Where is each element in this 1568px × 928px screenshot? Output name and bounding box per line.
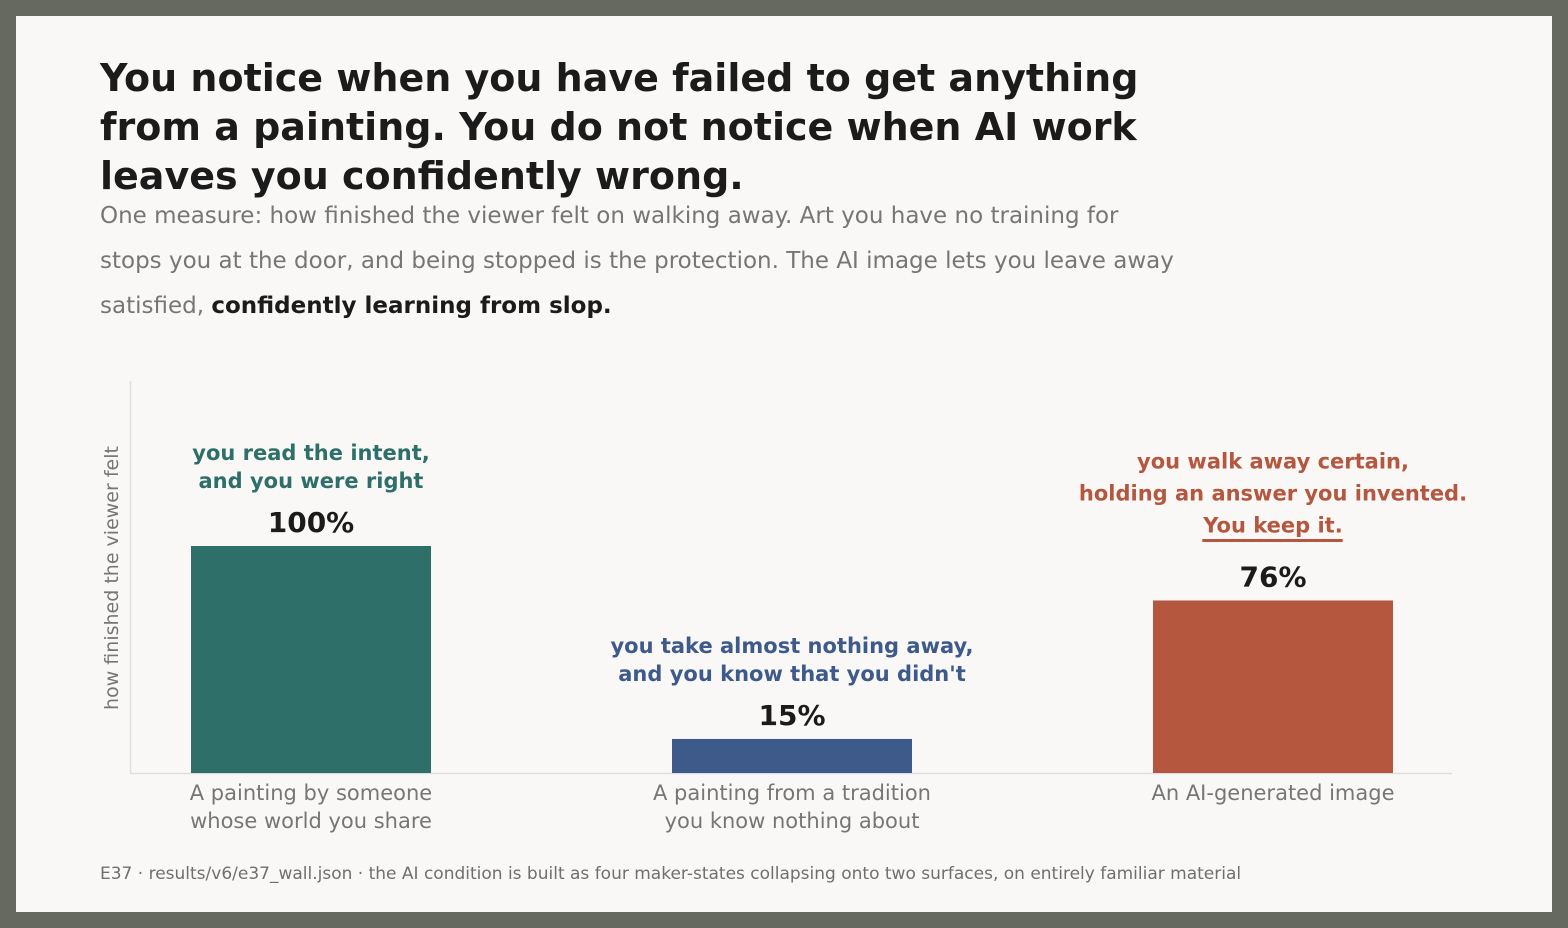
annotation-0-line-1: and you were right — [199, 469, 424, 493]
subtitle-text: One measure: how finished the viewer fel… — [100, 203, 1174, 319]
annotation-0-line-0: you read the intent, — [192, 441, 429, 465]
annotation-2-line-1: holding an answer you invented. — [1079, 481, 1467, 505]
value-label-0: 100% — [268, 506, 355, 539]
subtitle-emphasis: confidently learning from slop. — [211, 293, 612, 319]
bar-0 — [191, 546, 431, 773]
annotation-1-line-0: you take almost nothing away, — [610, 634, 973, 658]
bar-2 — [1153, 600, 1393, 773]
category-label-2-line-0: An AI-generated image — [1151, 781, 1394, 805]
annotation-2-line-2: You keep it. — [1202, 513, 1342, 537]
bar-1 — [672, 738, 912, 773]
footnote: E37 · results/v6/e37_wall.json · the AI … — [100, 864, 1242, 884]
category-label-1-line-0: A painting from a tradition — [653, 781, 931, 805]
bar-group-0: 100% you read the intent, and you were r… — [190, 441, 432, 833]
annotation-2-line-0: you walk away certain, — [1137, 449, 1409, 473]
y-axis-label: how finished the viewer felt — [101, 446, 123, 710]
value-label-1: 15% — [758, 699, 825, 732]
figure-card: You notice when you have failed to get a… — [16, 16, 1552, 912]
value-label-2: 76% — [1239, 560, 1306, 593]
bar-group-2: 76% you walk away certain, holding an an… — [1079, 449, 1467, 805]
annotation-1-line-1: and you know that you didn't — [618, 662, 965, 686]
category-label-1-line-1: you know nothing about — [665, 809, 920, 833]
category-label-0-line-0: A painting by someone — [190, 781, 432, 805]
bar-chart: how finished the viewer felt 100% you re… — [101, 381, 1467, 833]
chart-title: You notice when you have failed to get a… — [100, 56, 1139, 198]
chart-subtitle: One measure: how finished the viewer fel… — [100, 194, 1180, 329]
bar-group-1: 15% you take almost nothing away, and yo… — [610, 634, 973, 833]
category-label-0-line-1: whose world you share — [190, 809, 432, 833]
